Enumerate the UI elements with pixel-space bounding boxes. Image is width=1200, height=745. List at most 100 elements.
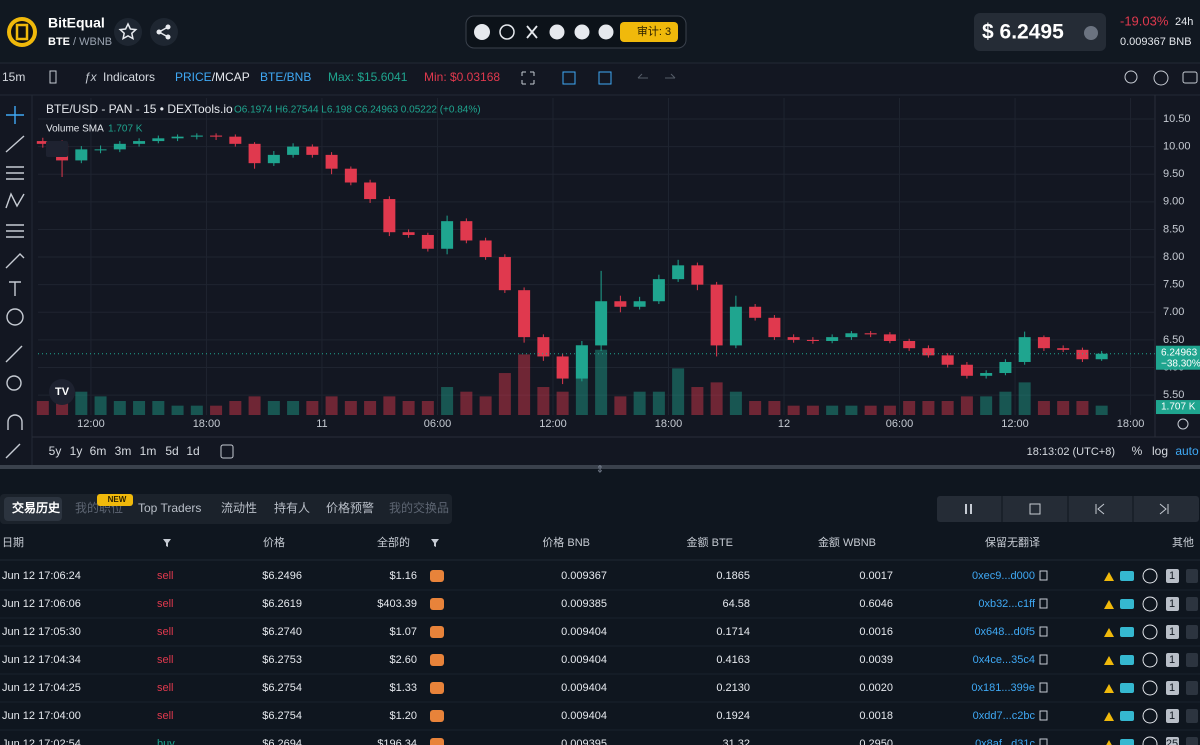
range-option[interactable]: 3m — [115, 444, 132, 458]
filter-icon[interactable] — [431, 539, 439, 547]
calendar-filter[interactable] — [1029, 503, 1041, 515]
indicators[interactable]: Indicators — [103, 70, 155, 84]
trendline-tool[interactable] — [5, 135, 25, 153]
mcap-option[interactable]: /MCAP — [212, 70, 250, 84]
line-icon[interactable] — [598, 71, 612, 85]
range-option[interactable]: 1m — [140, 444, 157, 458]
cell[interactable]: 0xdd7...c2bc — [973, 710, 1036, 722]
column-header[interactable]: 金额 WBNB — [818, 535, 876, 549]
range-option[interactable]: 1y — [70, 444, 83, 458]
filter-icon[interactable] — [163, 539, 171, 547]
cell[interactable]: 0x648...d0f5 — [974, 626, 1035, 638]
projection-tool[interactable] — [6, 224, 24, 238]
last-page[interactable] — [1159, 503, 1169, 515]
column-header[interactable]: 保留无翻译 — [985, 535, 1040, 549]
holders-icon[interactable] — [1104, 656, 1114, 665]
range-option[interactable]: 1d — [186, 444, 199, 458]
telegram-icon[interactable] — [549, 24, 565, 40]
column-header[interactable]: 其他 — [1172, 536, 1194, 549]
range-option[interactable]: 5y — [49, 444, 62, 458]
chart-icon[interactable] — [1142, 652, 1158, 668]
copy-icon[interactable] — [1039, 626, 1048, 637]
ruler-tool[interactable] — [5, 345, 23, 363]
chart-icon[interactable] — [1142, 708, 1158, 724]
more-icon[interactable] — [1186, 737, 1198, 745]
tradingview-logo[interactable] — [49, 379, 75, 405]
scale-option[interactable]: % — [1132, 444, 1143, 458]
cell[interactable]: 0x181...399e — [971, 682, 1035, 694]
brush-tool[interactable] — [5, 253, 25, 269]
cell[interactable]: 0xb32...c1ff — [978, 598, 1036, 610]
holders-icon[interactable] — [1104, 628, 1114, 637]
dex-icon[interactable] — [430, 598, 444, 610]
bars-icon[interactable] — [562, 71, 576, 85]
tab[interactable]: Top Traders — [138, 501, 201, 515]
settings-icon[interactable] — [1153, 70, 1169, 86]
copy-icon[interactable] — [1039, 598, 1048, 609]
price-mcap-toggle[interactable]: PRICE/MCAP — [175, 70, 250, 84]
search-icon[interactable] — [1124, 70, 1138, 84]
emoji-tool[interactable] — [6, 308, 24, 326]
scale-option[interactable]: auto — [1175, 444, 1199, 458]
holders-icon[interactable] — [1104, 600, 1114, 609]
fullscreen-icon[interactable] — [521, 71, 535, 85]
column-header[interactable]: 日期 — [2, 536, 24, 549]
column-header[interactable]: 全部的 — [377, 535, 410, 549]
dex-icon[interactable] — [430, 570, 444, 582]
bubble-icon[interactable] — [1120, 739, 1134, 745]
chart-icon[interactable] — [1142, 680, 1158, 696]
bubble-icon[interactable] — [1120, 599, 1134, 609]
share-button[interactable] — [150, 18, 178, 46]
coinmarket-icon[interactable] — [574, 24, 590, 40]
more-icon[interactable] — [1186, 625, 1198, 639]
bubble-icon[interactable] — [1120, 655, 1134, 665]
splitter-handle[interactable]: ⇕ — [596, 465, 604, 476]
pause-icon[interactable] — [965, 504, 972, 514]
tab[interactable]: 价格预警 — [326, 500, 374, 515]
website-icon[interactable] — [499, 24, 515, 40]
bubble-icon[interactable] — [1120, 571, 1134, 581]
dex-icon[interactable] — [430, 626, 444, 638]
interval[interactable]: 15m — [2, 70, 25, 84]
column-header[interactable]: 价格 — [263, 535, 285, 549]
x-icon[interactable] — [526, 25, 538, 39]
bubble-icon[interactable] — [1120, 627, 1134, 637]
candle-type-icon[interactable] — [49, 70, 57, 84]
dex-icon[interactable] — [430, 654, 444, 666]
axis-settings[interactable] — [1177, 418, 1189, 430]
holders-icon[interactable] — [1104, 572, 1114, 581]
range-option[interactable]: 6m — [90, 444, 107, 458]
copy-icon[interactable] — [1039, 682, 1048, 693]
chart-icon[interactable] — [1142, 568, 1158, 584]
holders-icon[interactable] — [1104, 740, 1114, 745]
more-icon[interactable] — [1186, 653, 1198, 667]
fx-icon[interactable]: ƒx — [84, 70, 98, 84]
pair-toggle[interactable]: BTE/BNB — [260, 70, 311, 84]
copy-icon[interactable] — [1039, 570, 1048, 581]
splitter[interactable] — [0, 465, 1200, 469]
chart-icon[interactable] — [1142, 736, 1158, 745]
dex-icon[interactable] — [430, 710, 444, 722]
chart-icon[interactable] — [1142, 624, 1158, 640]
holders-icon[interactable] — [1104, 684, 1114, 693]
camera-icon[interactable] — [1182, 71, 1198, 84]
cell[interactable]: 0xec9...d000 — [972, 570, 1035, 582]
more-icon[interactable] — [598, 24, 614, 40]
dex-icon[interactable] — [430, 682, 444, 694]
cell[interactable]: 0x4ce...35c4 — [973, 654, 1035, 666]
holders-icon[interactable] — [1104, 712, 1114, 721]
cell[interactable]: 0x8af...d31c — [975, 738, 1035, 745]
bubble-icon[interactable] — [1120, 711, 1134, 721]
tab[interactable]: 我的交换品 — [389, 500, 449, 515]
dextools-icon[interactable] — [474, 24, 490, 40]
more-icon[interactable] — [1186, 569, 1198, 583]
copy-icon[interactable] — [1039, 654, 1048, 665]
tab[interactable]: 持有人 — [274, 500, 310, 515]
collapse-legend[interactable] — [46, 141, 68, 157]
lock-tool[interactable] — [5, 443, 21, 459]
tab[interactable]: 交易历史 — [12, 500, 61, 515]
chart-icon[interactable] — [1142, 596, 1158, 612]
scale-option[interactable]: log — [1152, 444, 1168, 458]
column-header[interactable]: 金额 BTE — [687, 535, 733, 549]
crosshair-tool[interactable] — [6, 106, 24, 124]
